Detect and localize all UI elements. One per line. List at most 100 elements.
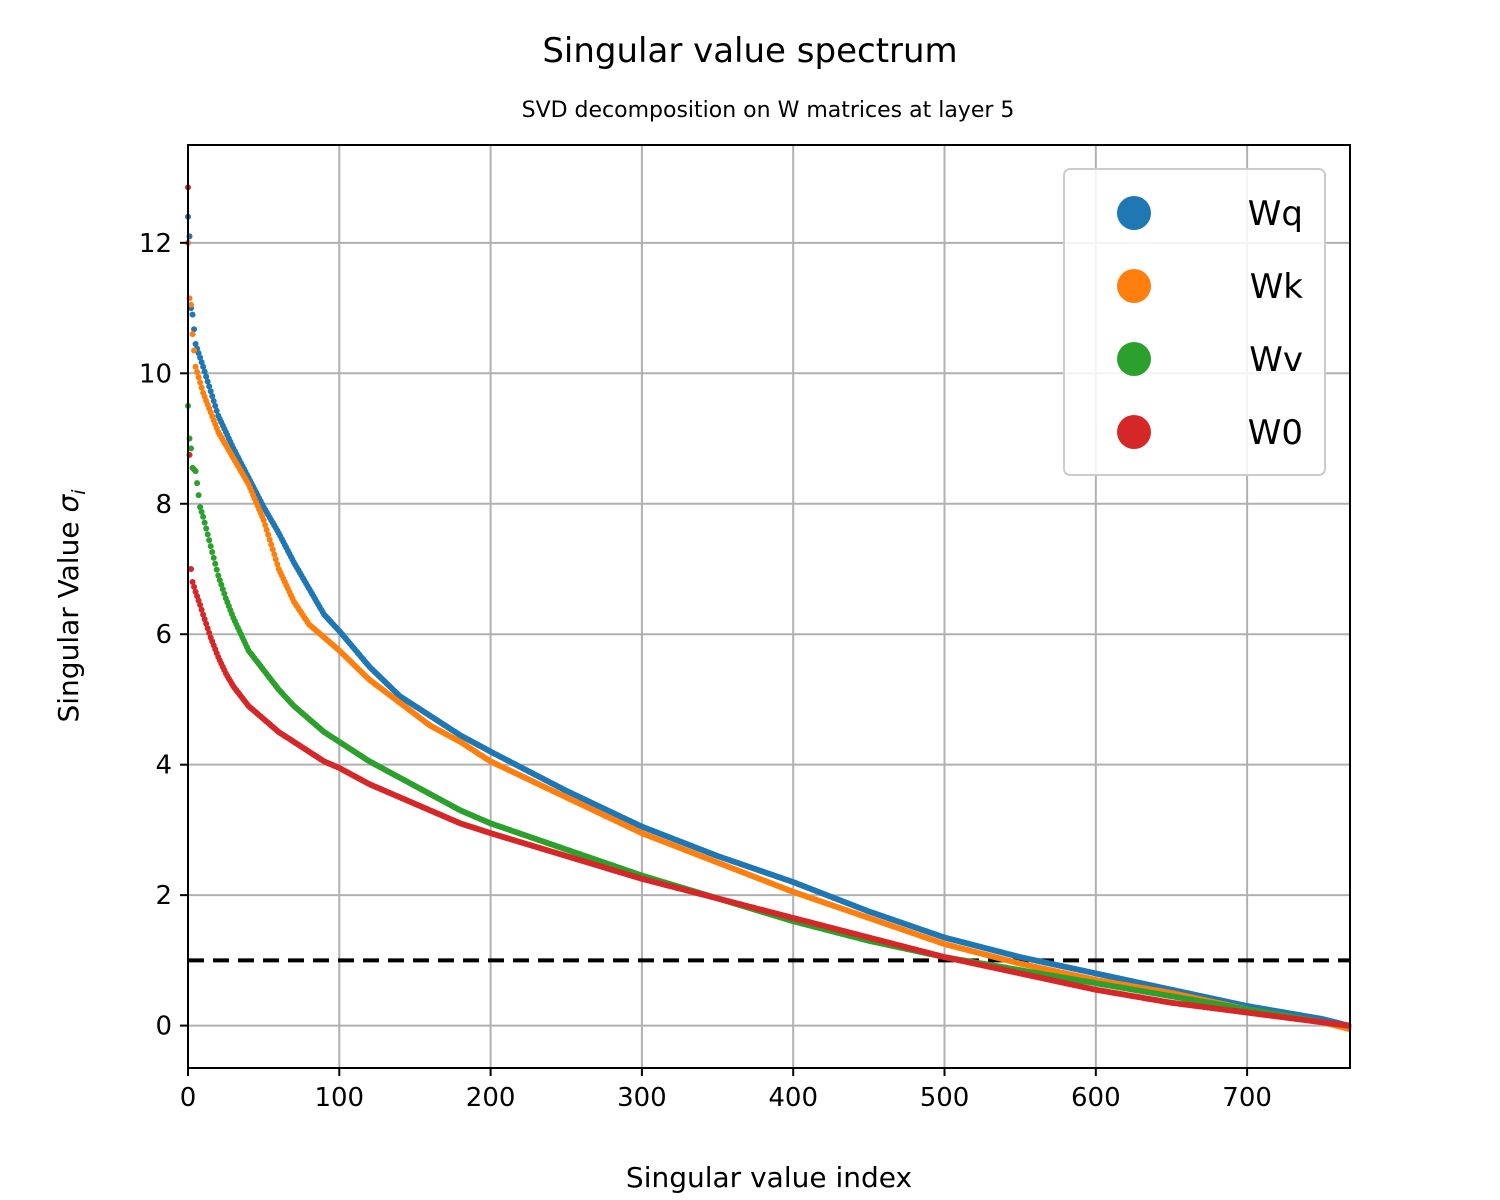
data-point bbox=[206, 537, 213, 544]
data-point bbox=[260, 517, 267, 524]
data-point bbox=[198, 359, 205, 366]
y-tick-label: 6 bbox=[155, 620, 172, 650]
data-point bbox=[263, 526, 270, 533]
data-point bbox=[201, 519, 208, 526]
data-point bbox=[215, 572, 222, 579]
y-tick-label: 0 bbox=[155, 1012, 172, 1042]
data-point bbox=[200, 611, 207, 618]
data-point bbox=[197, 601, 204, 608]
legend-label: Wk bbox=[1250, 267, 1304, 307]
data-point bbox=[213, 566, 220, 573]
y-tick-label: 10 bbox=[139, 359, 172, 389]
y-axis-label: Singular Value σi bbox=[52, 489, 90, 723]
legend-label: Wq bbox=[1248, 194, 1303, 234]
data-point bbox=[198, 384, 205, 391]
data-point bbox=[195, 350, 202, 357]
data-point bbox=[203, 620, 210, 627]
data-point bbox=[200, 363, 207, 370]
data-point bbox=[219, 586, 226, 593]
data-point bbox=[207, 388, 214, 395]
x-tick-label: 0 bbox=[180, 1083, 197, 1113]
data-point bbox=[269, 546, 276, 553]
series-Wv bbox=[185, 402, 1352, 1029]
x-tick-label: 300 bbox=[617, 1083, 667, 1113]
data-point bbox=[195, 492, 202, 499]
data-point bbox=[188, 301, 195, 308]
x-axis-label: Singular value index bbox=[626, 1161, 912, 1194]
plot-frame bbox=[187, 144, 1351, 1069]
legend-marker bbox=[1117, 196, 1151, 230]
data-point bbox=[209, 393, 216, 400]
data-point bbox=[191, 347, 198, 354]
y-tick-label: 4 bbox=[155, 751, 172, 781]
data-point bbox=[210, 398, 217, 405]
y-tick-label: 2 bbox=[155, 881, 172, 911]
legend-label: W0 bbox=[1248, 413, 1303, 453]
data-point bbox=[188, 445, 195, 452]
data-point bbox=[271, 551, 278, 558]
y-tick-label: 12 bbox=[139, 229, 172, 259]
data-point bbox=[212, 560, 219, 567]
data-point bbox=[210, 554, 217, 561]
y-tick-label: 8 bbox=[155, 490, 172, 520]
data-point bbox=[206, 629, 213, 636]
data-point bbox=[204, 378, 211, 385]
data-point bbox=[213, 407, 220, 414]
data-point bbox=[201, 616, 208, 623]
data-point bbox=[197, 504, 204, 511]
data-point bbox=[192, 340, 199, 347]
data-point bbox=[191, 326, 198, 333]
y-axis-label-subscript: i bbox=[68, 489, 90, 495]
data-point bbox=[262, 521, 269, 528]
data-point bbox=[274, 561, 281, 568]
legend-marker bbox=[1117, 415, 1151, 449]
x-tick-label: 400 bbox=[768, 1083, 818, 1113]
data-point bbox=[189, 311, 196, 318]
series-layer bbox=[185, 184, 1352, 1032]
data-point bbox=[201, 368, 208, 375]
data-point bbox=[204, 625, 211, 632]
x-tick-label: 200 bbox=[466, 1083, 516, 1113]
data-point bbox=[197, 354, 204, 361]
data-point bbox=[268, 541, 275, 548]
data-point bbox=[192, 468, 199, 475]
legend-marker bbox=[1117, 342, 1151, 376]
data-point bbox=[216, 577, 223, 584]
data-point bbox=[203, 373, 210, 380]
data-point bbox=[212, 402, 219, 409]
data-point bbox=[218, 581, 225, 588]
legend-box bbox=[1063, 168, 1326, 476]
data-point bbox=[209, 549, 216, 556]
data-point bbox=[198, 508, 205, 515]
legend-label: Wv bbox=[1249, 340, 1303, 380]
data-point bbox=[221, 590, 228, 597]
data-point bbox=[194, 480, 201, 487]
data-point bbox=[204, 531, 211, 538]
chart-subtitle: SVD decomposition on W matrices at layer… bbox=[522, 98, 1015, 123]
data-point bbox=[189, 579, 196, 586]
data-point bbox=[195, 374, 202, 381]
data-point bbox=[197, 379, 204, 386]
data-point bbox=[266, 536, 273, 543]
data-point bbox=[265, 531, 272, 538]
x-tick-label: 500 bbox=[920, 1083, 970, 1113]
x-tick-label: 600 bbox=[1071, 1083, 1121, 1113]
data-point bbox=[194, 369, 201, 375]
x-tick-label: 100 bbox=[314, 1083, 364, 1113]
chart-title: Singular value spectrum bbox=[542, 31, 957, 71]
data-point bbox=[189, 331, 196, 338]
x-axis-ticks: 0 100 200 300 400 500 600 700 bbox=[180, 1068, 1272, 1113]
series-W0 bbox=[185, 184, 1352, 1029]
data-point bbox=[203, 525, 210, 532]
y-axis-ticks: 0 2 4 6 8 10 12 bbox=[139, 229, 188, 1042]
legend-marker bbox=[1117, 269, 1151, 303]
data-point bbox=[191, 583, 198, 590]
data-point bbox=[206, 383, 213, 390]
y-axis-label-prefix: Singular Value bbox=[52, 513, 85, 723]
data-point bbox=[188, 565, 195, 572]
legend: Wq Wk Wv W0 bbox=[1063, 168, 1326, 476]
data-point bbox=[207, 543, 214, 550]
data-point bbox=[272, 556, 279, 563]
data-point bbox=[200, 513, 207, 520]
